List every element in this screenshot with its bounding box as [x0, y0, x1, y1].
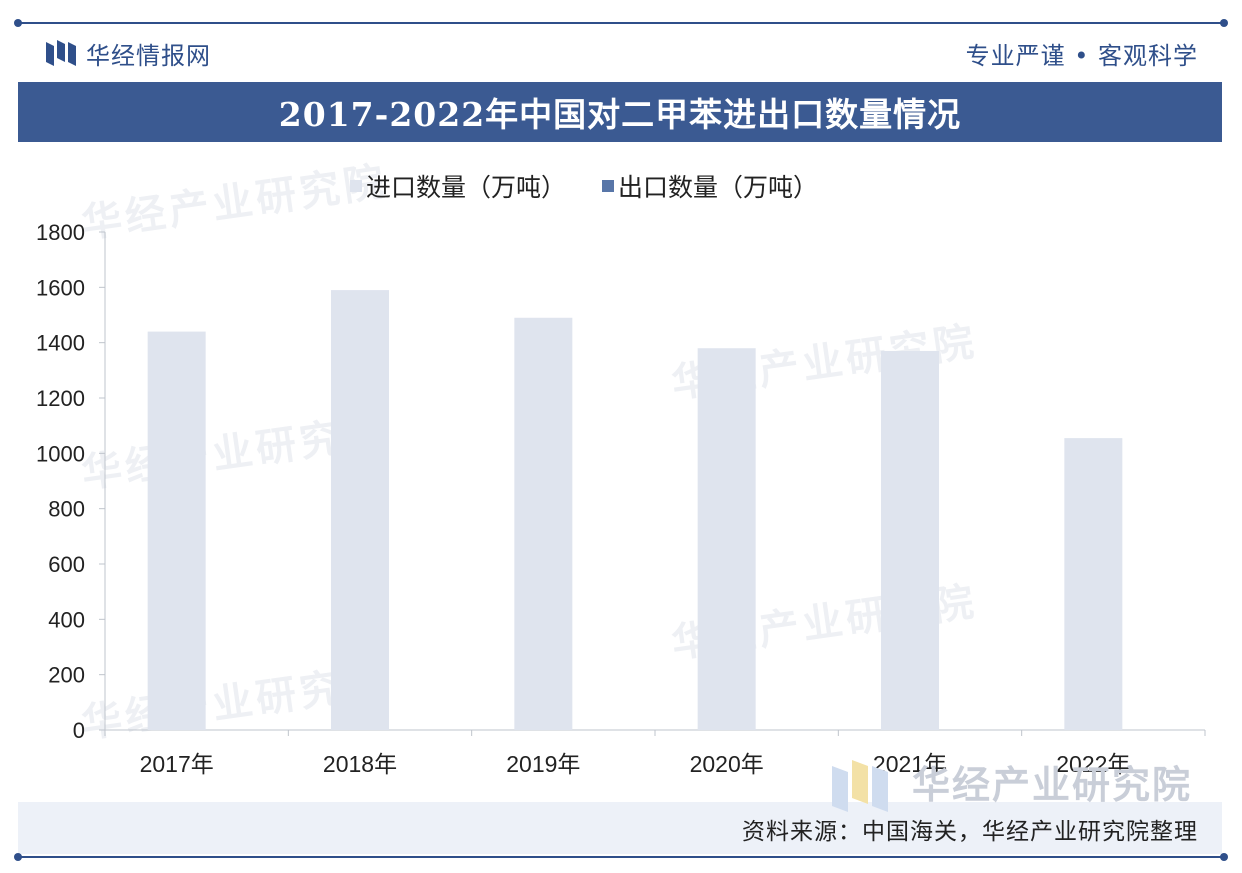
top-rule: [14, 19, 1228, 27]
brand-logo-icon: [46, 40, 76, 66]
y-tick-label: 0: [73, 718, 85, 743]
footer-band: [18, 802, 1222, 854]
y-tick-label: 1200: [36, 386, 85, 411]
chart-title: 2017-2022年中国对二甲苯进出口数量情况: [278, 95, 962, 134]
bar-import: [147, 331, 206, 730]
y-tick-label: 200: [48, 663, 85, 688]
title-bar: 2017-2022年中国对二甲苯进出口数量情况: [18, 82, 1222, 142]
bar-import: [514, 317, 573, 730]
bottom-rule: [14, 853, 1228, 861]
slogan: 专业严谨 • 客观科学: [965, 41, 1198, 70]
y-tick-label: 400: [48, 607, 85, 632]
brand: 华经情报网: [46, 36, 211, 70]
y-tick-label: 600: [48, 552, 85, 577]
x-tick-label: 2020年: [690, 751, 764, 777]
bar-import: [1064, 438, 1123, 730]
bar-import: [331, 290, 389, 730]
bar-import: [697, 348, 756, 730]
x-tick-label: 2022年: [1056, 751, 1130, 777]
x-tick-label: 2018年: [323, 751, 397, 777]
legend-label-export: 出口数量（万吨）: [618, 173, 819, 202]
footer-brand: 华经产业研究院: [912, 762, 1193, 807]
source-note: 资料来源：中国海关，华经产业研究院整理: [742, 819, 1198, 845]
legend: 进口数量（万吨） 出口数量（万吨）: [350, 170, 818, 202]
bar-import: [881, 350, 939, 730]
y-tick-label: 1000: [36, 441, 85, 466]
legend-swatch-export: [602, 180, 615, 192]
y-tick-label: 1400: [36, 331, 85, 356]
legend-label-import: 进口数量（万吨）: [366, 173, 567, 202]
x-tick-label: 2019年: [506, 751, 580, 777]
brand-name: 华经情报网: [86, 41, 211, 70]
y-tick-label: 1600: [36, 275, 85, 300]
y-tick-label: 1800: [36, 220, 85, 245]
x-tick-label: 2017年: [140, 751, 214, 777]
footer-logo-icon: [832, 760, 896, 812]
legend-item-export: 出口数量（万吨）: [602, 168, 818, 204]
legend-swatch-import: [350, 180, 362, 192]
y-tick-label: 800: [48, 497, 85, 522]
legend-item-import: 进口数量（万吨）: [350, 168, 566, 204]
